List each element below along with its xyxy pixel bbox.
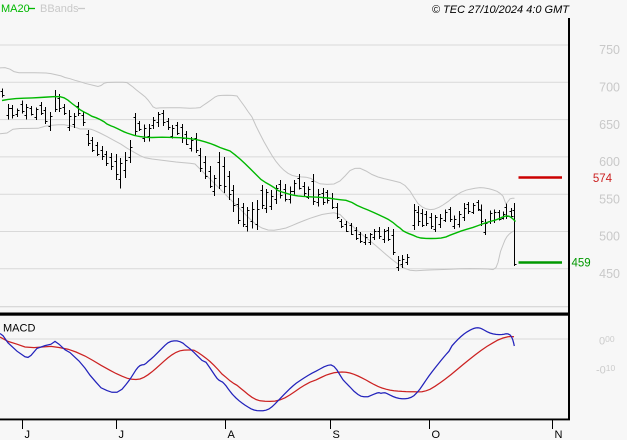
svg-text:500: 500	[599, 230, 620, 244]
svg-text:A: A	[228, 429, 236, 440]
svg-text:459: 459	[572, 258, 591, 270]
svg-text:O: O	[432, 429, 441, 440]
svg-text:N: N	[555, 429, 563, 440]
svg-text:MACD: MACD	[3, 323, 35, 335]
svg-text:© TEC 27/10/2024 4:0 GMT: © TEC 27/10/2024 4:0 GMT	[432, 4, 570, 16]
svg-text:550: 550	[599, 192, 620, 206]
svg-text:650: 650	[599, 118, 620, 132]
svg-text:700: 700	[599, 81, 620, 95]
svg-text:600: 600	[599, 155, 620, 169]
svg-text:MA20: MA20	[1, 3, 30, 15]
svg-text:574: 574	[593, 173, 613, 185]
svg-text:S: S	[333, 429, 340, 440]
svg-text:450: 450	[599, 267, 620, 281]
svg-text:J: J	[119, 429, 125, 440]
svg-text:750: 750	[599, 43, 620, 57]
svg-text:BBands: BBands	[40, 3, 79, 15]
svg-text:J: J	[25, 429, 31, 440]
